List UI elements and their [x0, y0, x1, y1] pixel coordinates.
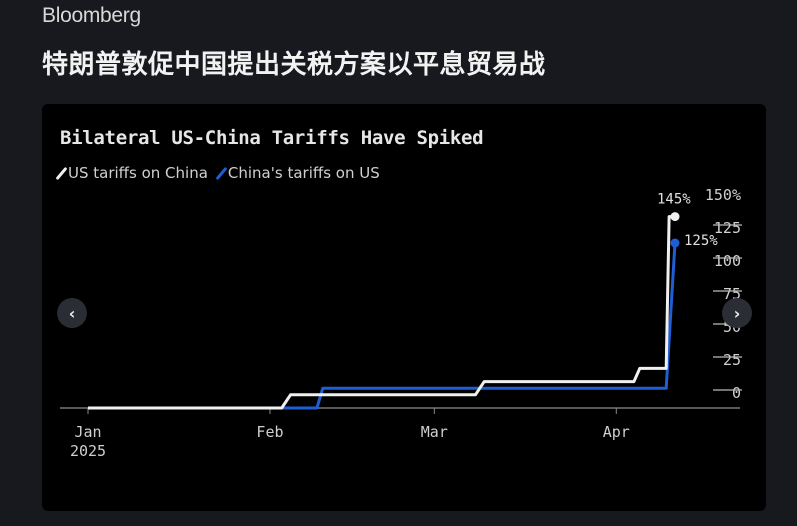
x-tick-label: Apr — [603, 423, 630, 441]
x-tick-label: Mar — [421, 423, 448, 441]
y-tick-label: 100 — [714, 252, 741, 270]
x-tick-sublabel: 2025 — [70, 442, 106, 460]
chevron-left-icon: ‹ — [68, 303, 76, 323]
y-tick-label: 125 — [714, 219, 741, 237]
chart-title: Bilateral US-China Tariffs Have Spiked — [60, 127, 484, 149]
legend-label-china: China's tariffs on US — [227, 164, 380, 182]
x-tick-label: Feb — [256, 423, 283, 441]
series-end-label: 125% — [684, 233, 718, 249]
prev-button[interactable]: ‹ — [57, 298, 87, 328]
brand-logo: Bloomberg — [42, 4, 141, 27]
series-end-dot — [670, 238, 680, 248]
series-line — [88, 242, 677, 410]
y-tick-label: 25 — [723, 351, 741, 369]
next-button[interactable]: › — [722, 298, 752, 328]
y-tick-label: 150% — [705, 186, 741, 204]
series-end-label: 145% — [657, 192, 691, 208]
series-line — [88, 215, 675, 410]
series-end-dot — [670, 212, 680, 222]
x-tick-label: Jan — [74, 423, 101, 441]
y-tick-label: 0 — [732, 384, 741, 402]
legend-item-us: US tariffs on China — [55, 164, 208, 182]
legend: US tariffs on China China's tariffs on U… — [55, 164, 380, 182]
legend-label-us: US tariffs on China — [68, 164, 208, 182]
legend-item-china: China's tariffs on US — [215, 164, 380, 182]
headline: 特朗普敦促中国提出关税方案以平息贸易战 — [42, 50, 546, 80]
chevron-right-icon: › — [733, 303, 741, 323]
chart-card — [42, 104, 766, 511]
